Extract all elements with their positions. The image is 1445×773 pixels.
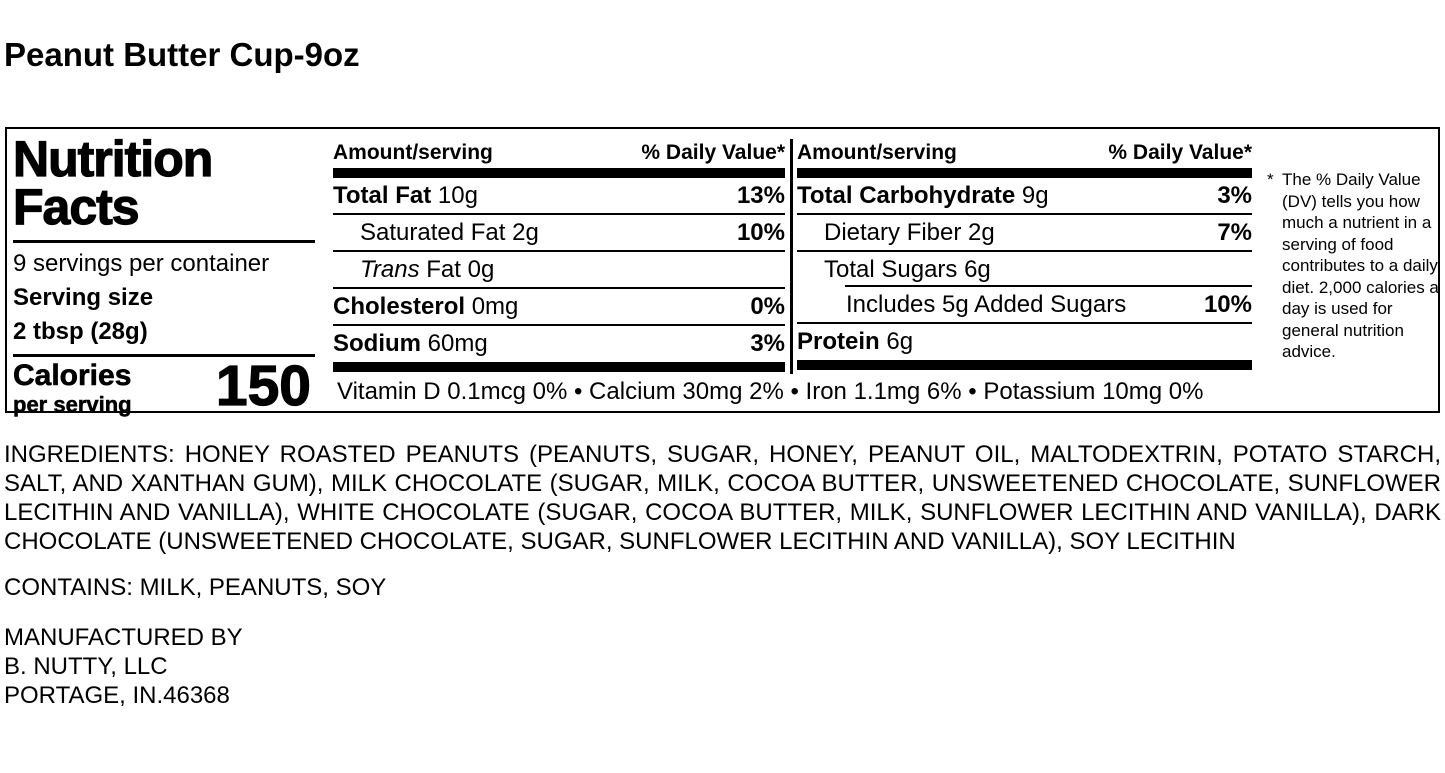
nutrient-column-carbohydrate: Amount/serving % Daily Value* Total Carb… — [797, 141, 1252, 370]
nutrient-row-total-carbohydrate: Total Carbohydrate 9g 3% — [797, 178, 1252, 215]
nutrient-name: Total Fat 10g — [333, 181, 478, 209]
column-divider — [790, 139, 793, 374]
nutrient-row-added-sugars: Includes 5g Added Sugars 10% — [797, 287, 1252, 324]
footnote-asterisk: * — [1267, 170, 1274, 189]
nutrient-row-saturated-fat: Saturated Fat 2g 10% — [333, 215, 785, 252]
daily-value-header: % Daily Value* — [1108, 141, 1252, 164]
thick-bar — [797, 168, 1252, 178]
calories-label: Calories — [13, 359, 132, 392]
servings-per-container: 9 servings per container — [13, 250, 270, 277]
nutrient-row-total-sugars: Total Sugars 6g — [797, 252, 1252, 287]
nutrition-facts-heading: Nutrition Facts — [12, 131, 315, 235]
manufacturer-line-3: PORTAGE, IN.46368 — [4, 682, 230, 709]
nutrient-name: Cholesterol 0mg — [333, 292, 519, 320]
allergen-statement: CONTAINS: MILK, PEANUTS, SOY — [4, 574, 387, 601]
nutrient-name: Saturated Fat 2g — [360, 218, 539, 246]
calories-sublabel: per serving — [13, 392, 132, 417]
product-title: Peanut Butter Cup-9oz — [4, 36, 360, 73]
heading-line-1: Nutrition — [12, 131, 213, 187]
nutrient-dv: 0% — [750, 292, 785, 320]
nutrient-dv: 13% — [736, 181, 785, 209]
nutrient-name: Trans Fat 0g — [360, 255, 495, 283]
nutrient-dv: 10% — [736, 218, 785, 246]
heading-line-2: Facts — [12, 179, 140, 235]
ingredients-paragraph: INGREDIENTS: HONEY ROASTED PEANUTS (PEAN… — [4, 441, 1441, 555]
nutrition-facts-left-panel: Nutrition Facts 9 servings per container… — [12, 131, 315, 418]
daily-value-header: % Daily Value* — [641, 141, 785, 164]
nutrient-dv: 3% — [1217, 181, 1252, 209]
nutrient-dv: 3% — [750, 329, 785, 357]
serving-size-label: Serving size — [13, 284, 154, 311]
amount-serving-header: Amount/serving — [797, 141, 957, 164]
thick-bar — [333, 168, 785, 178]
nutrient-dv: 10% — [1203, 290, 1252, 318]
nutrient-name: Includes 5g Added Sugars — [846, 290, 1127, 318]
thick-bar — [333, 362, 785, 372]
serving-size-value: 2 tbsp (28g) — [13, 318, 148, 345]
divider-rule — [13, 354, 315, 357]
divider-rule — [13, 240, 315, 243]
calories-row: Calories per serving 150 — [13, 354, 315, 418]
nutrient-name: Dietary Fiber 2g — [824, 218, 995, 246]
nutrient-row-sodium: Sodium 60mg 3% — [333, 326, 785, 361]
nutrient-name: Protein 6g — [797, 327, 914, 355]
column-header: Amount/serving % Daily Value* — [333, 141, 785, 165]
manufacturer-line-2: B. NUTTY, LLC — [4, 653, 168, 680]
daily-value-footnote: * The % Daily Value (DV) tells you how m… — [1267, 169, 1443, 363]
nutrient-row-total-fat: Total Fat 10g 13% — [333, 178, 785, 215]
thick-bar — [797, 360, 1252, 370]
micronutrients-line: Vitamin D 0.1mcg 0% • Calcium 30mg 2% • … — [337, 378, 1204, 405]
nutrient-row-trans-fat: Trans Fat 0g — [333, 252, 785, 289]
nutrient-dv: 7% — [1217, 218, 1252, 246]
nutrient-name: Total Carbohydrate 9g — [797, 181, 1049, 209]
column-header: Amount/serving % Daily Value* — [797, 141, 1252, 165]
nutrient-row-protein: Protein 6g — [797, 324, 1252, 359]
calories-value: 150 — [215, 354, 311, 418]
nutrient-column-fat: Amount/serving % Daily Value* Total Fat … — [333, 141, 785, 372]
footnote-text: The % Daily Value (DV) tells you how muc… — [1282, 170, 1439, 361]
manufacturer-block: MANUFACTURED BY B. NUTTY, LLC PORTAGE, I… — [4, 623, 243, 710]
manufacturer-line-1: MANUFACTURED BY — [4, 624, 243, 651]
nutrition-facts-box: Nutrition Facts 9 servings per container… — [5, 127, 1443, 418]
nutrient-row-dietary-fiber: Dietary Fiber 2g 7% — [797, 215, 1252, 252]
amount-serving-header: Amount/serving — [333, 141, 493, 164]
nutrient-row-cholesterol: Cholesterol 0mg 0% — [333, 289, 785, 326]
calories-words: Calories per serving — [13, 359, 132, 417]
nutrient-name: Total Sugars 6g — [824, 255, 991, 283]
nutrient-name: Sodium 60mg — [333, 329, 488, 357]
